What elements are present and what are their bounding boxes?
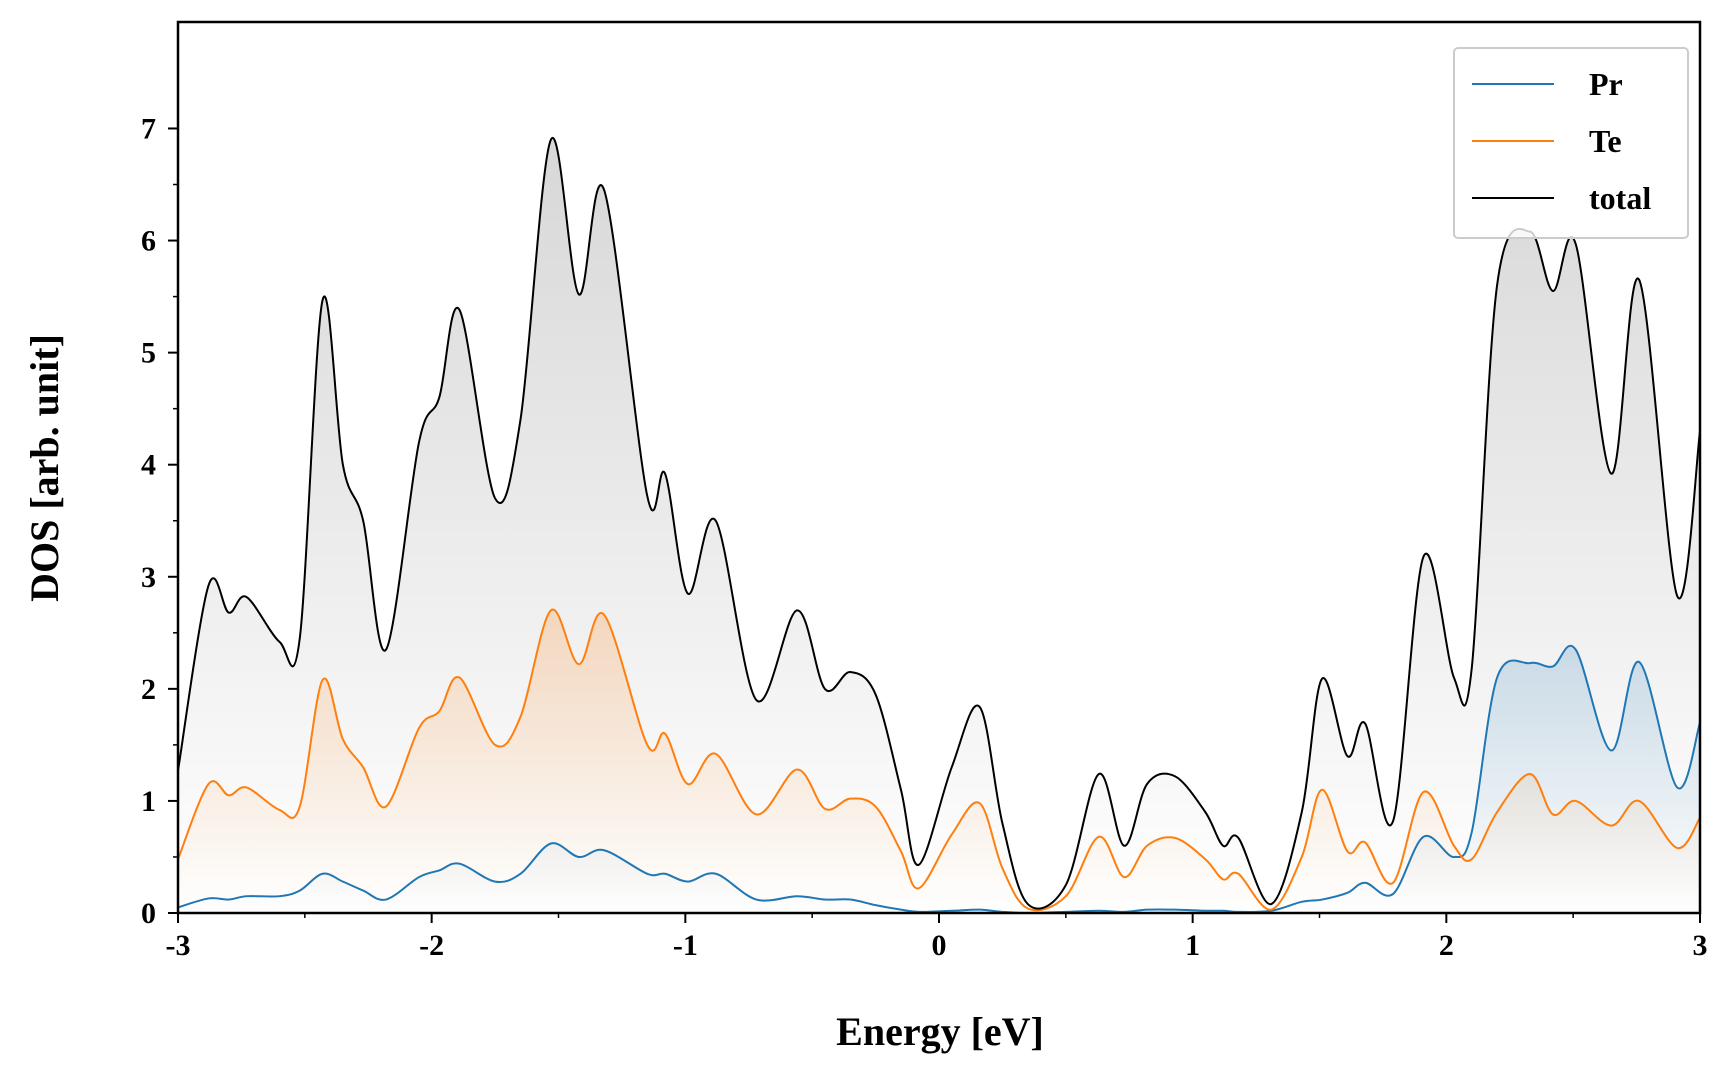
x-tick-label: -1 (673, 929, 698, 962)
legend: Pr Te total (1453, 47, 1689, 239)
y-tick-label: 2 (141, 673, 156, 706)
y-tick-label: 4 (141, 449, 156, 482)
y-axis-label: DOS [arb. unit] (22, 334, 67, 602)
series-line (177, 136, 1701, 910)
x-tick-label: 2 (1439, 929, 1454, 962)
y-tick-label: 3 (141, 561, 156, 594)
area-fill (178, 645, 1700, 913)
series-line (177, 608, 1701, 912)
x-tick-label: -2 (419, 929, 444, 962)
legend-box (1453, 47, 1689, 239)
x-tick-label: -3 (166, 929, 191, 962)
area-fill (178, 609, 1700, 913)
legend-label: Pr (1589, 66, 1623, 102)
x-tick-label: 0 (932, 929, 947, 962)
y-tick-label: 1 (141, 785, 156, 818)
legend-label: Te (1589, 123, 1622, 159)
y-tick-label: 7 (141, 112, 156, 145)
y-tick-label: 0 (141, 897, 156, 930)
y-tick-label: 5 (141, 337, 156, 370)
x-tick-label: 3 (1693, 929, 1708, 962)
x-axis-label: Energy [eV] (836, 1009, 1044, 1054)
legend-label: total (1589, 180, 1651, 216)
y-tick-label: 6 (141, 225, 156, 258)
series-line (177, 645, 1701, 915)
x-tick-label: 1 (1185, 929, 1200, 962)
